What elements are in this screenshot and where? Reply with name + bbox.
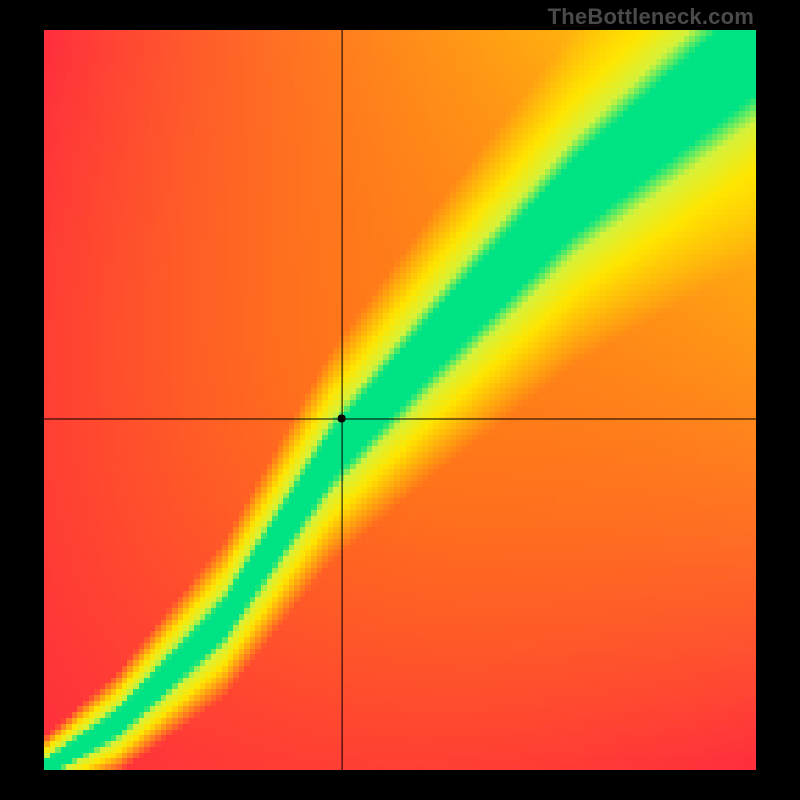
bottleneck-heatmap (44, 30, 756, 770)
chart-container: TheBottleneck.com (0, 0, 800, 800)
watermark-label: TheBottleneck.com (548, 4, 754, 30)
